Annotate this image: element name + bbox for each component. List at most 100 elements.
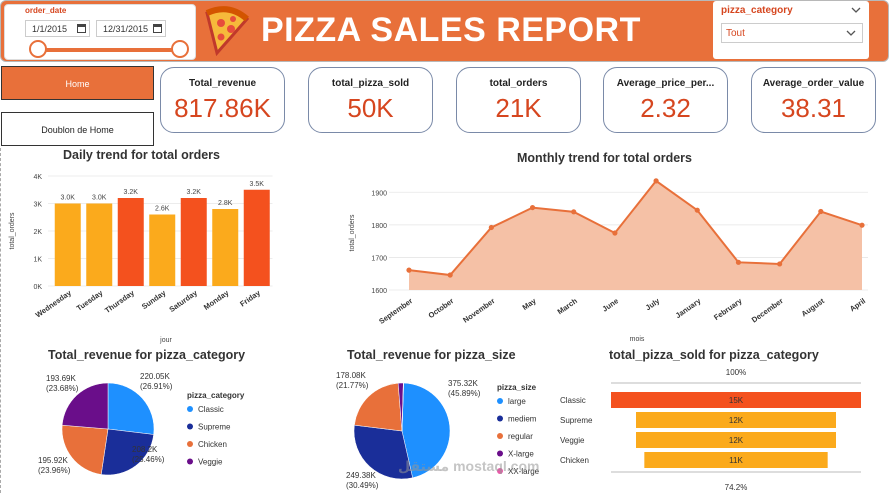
x-tick-label: December [750, 296, 785, 324]
kpi-label: Total_revenue [188, 78, 257, 89]
data-point [488, 224, 494, 231]
data-point [859, 222, 865, 228]
y-tick-label: 1900 [371, 190, 387, 197]
date-range-slicer[interactable]: order_date 1/1/2015 12/31/2015 [4, 4, 196, 60]
bar-data-label: 3.0K [92, 195, 107, 202]
legend-marker [187, 423, 193, 430]
legend-marker [187, 406, 193, 412]
doublon-home-button[interactable]: Doublon de Home [1, 112, 154, 146]
x-axis-title: jour [159, 337, 172, 344]
x-tick-label: Wednesday [34, 288, 74, 320]
start-date-input[interactable]: 1/1/2015 [25, 20, 90, 37]
date-slider-track[interactable] [39, 48, 180, 52]
category-slicer[interactable]: pizza_category Tout [713, 1, 869, 59]
pie-slice [401, 382, 451, 479]
funnel-bottom-label: 74.2% [725, 483, 748, 492]
data-point [571, 209, 577, 215]
data-label: 178.08K [336, 371, 366, 380]
bar-data-label: 3.2K [187, 189, 202, 196]
pie-slice [61, 424, 109, 475]
watermark: مستقل mostaql.com [398, 458, 540, 474]
area-fill [409, 180, 862, 290]
divider [0, 148, 1, 493]
x-tick-label: March [556, 296, 580, 316]
kpi-value: 817.86K [174, 93, 271, 123]
report-title: PIZZA SALES REPORT [261, 11, 641, 49]
legend-item: mediem [508, 415, 537, 424]
date-slider-end-handle[interactable] [171, 40, 189, 58]
data-label: 193.69K [46, 374, 76, 383]
kpi-value: 50K [347, 93, 394, 123]
y-axis-title: total_orders [349, 214, 356, 251]
kpi-card-average-order-value: Average_order_value 38.31 [751, 67, 876, 133]
date-slider-start-handle[interactable] [29, 40, 47, 58]
category-filter-label: pizza_category [721, 5, 793, 16]
x-tick-label: Saturday [167, 288, 199, 314]
revenue-by-category-pie[interactable]: 220.05K(26.91%)208.2K(25.46%)195.92K(23.… [30, 364, 300, 494]
funnel-bar-label: 12K [729, 416, 744, 425]
x-tick-label: Monday [202, 288, 231, 312]
legend-marker [187, 458, 193, 465]
end-date-input[interactable]: 12/31/2015 [96, 20, 166, 37]
home-button[interactable]: Home [1, 66, 154, 100]
monthly-orders-chart[interactable]: 1600 1700 1800 1900 total_orders September Oct… [340, 165, 885, 345]
legend-marker [497, 398, 503, 404]
bar [180, 198, 207, 286]
x-tick-label: October [427, 296, 456, 320]
funnel-bar [636, 412, 836, 428]
data-label-percent: (30.49%) [346, 481, 379, 490]
funnel-category-label: Supreme [560, 416, 593, 425]
legend-item: Classic [198, 405, 224, 414]
x-tick-label: Thursday [103, 288, 136, 315]
kpi-label: Average_order_value [762, 78, 865, 89]
y-tick-label: 1600 [371, 288, 387, 295]
data-point [406, 267, 412, 273]
category-dropdown[interactable]: Tout [721, 23, 863, 43]
data-point [612, 230, 618, 236]
bar [149, 214, 176, 286]
end-date-value: 12/31/2015 [103, 24, 149, 34]
funnel-bar [636, 432, 836, 448]
data-point [818, 208, 824, 215]
funnel-bar-label: 11K [729, 456, 743, 465]
legend-marker [497, 450, 503, 457]
kpi-card-average-price: Average_price_per... 2.32 [603, 67, 728, 133]
daily-orders-chart[interactable]: 0K 1K 2K 3K 4K total_orders 3.0K Wednesday 3.0K T… [0, 165, 300, 347]
x-tick-label: January [674, 296, 703, 320]
x-tick-label: Friday [238, 288, 262, 309]
revenue-size-title: Total_revenue for pizza_size [347, 348, 516, 362]
header-banner: order_date 1/1/2015 12/31/2015 PIZZA SAL… [0, 0, 889, 62]
bar [212, 209, 239, 286]
pizza-sold-funnel[interactable]: 100% 15K Classic 12K Supreme 12K Veggie 11K Chic… [555, 364, 885, 494]
legend-item: X-large [508, 450, 534, 459]
x-tick-label: July [644, 296, 662, 312]
data-label-percent: (23.96%) [38, 466, 71, 475]
chevron-down-icon[interactable] [851, 7, 861, 13]
calendar-icon[interactable] [153, 24, 162, 33]
funnel-bar [644, 452, 828, 468]
legend-title: pizza_size [497, 383, 537, 392]
data-label: 208.2K [132, 445, 158, 454]
data-point [694, 207, 700, 213]
kpi-card-total-orders: total_orders 21K [456, 67, 581, 133]
data-label-percent: (45.89%) [448, 389, 481, 398]
bar [117, 198, 144, 286]
y-tick-label: 2K [33, 229, 42, 236]
revenue-by-size-pie[interactable]: 375.32K(45.89%) 249.38K(30.49%) 178.08K(21… [330, 364, 600, 494]
legend-marker [497, 468, 503, 474]
data-label-percent: (25.46%) [132, 455, 165, 464]
kpi-value: 2.32 [640, 93, 691, 123]
y-axis-title: total_orders [9, 212, 16, 249]
bar-data-label: 3.0K [61, 195, 76, 202]
x-tick-label: Sunday [140, 288, 168, 311]
date-filter-label: order_date [25, 6, 67, 15]
revenue-category-title: Total_revenue for pizza_category [48, 348, 246, 362]
funnel-category-label: Chicken [560, 456, 589, 465]
data-label-percent: (21.77%) [336, 381, 369, 390]
calendar-icon[interactable] [77, 24, 86, 33]
bar [243, 189, 270, 286]
start-date-value: 1/1/2015 [32, 24, 68, 34]
x-tick-label: June [601, 296, 621, 313]
data-point [777, 261, 783, 267]
kpi-card-total-pizza-sold: total_pizza_sold 50K [308, 67, 433, 133]
